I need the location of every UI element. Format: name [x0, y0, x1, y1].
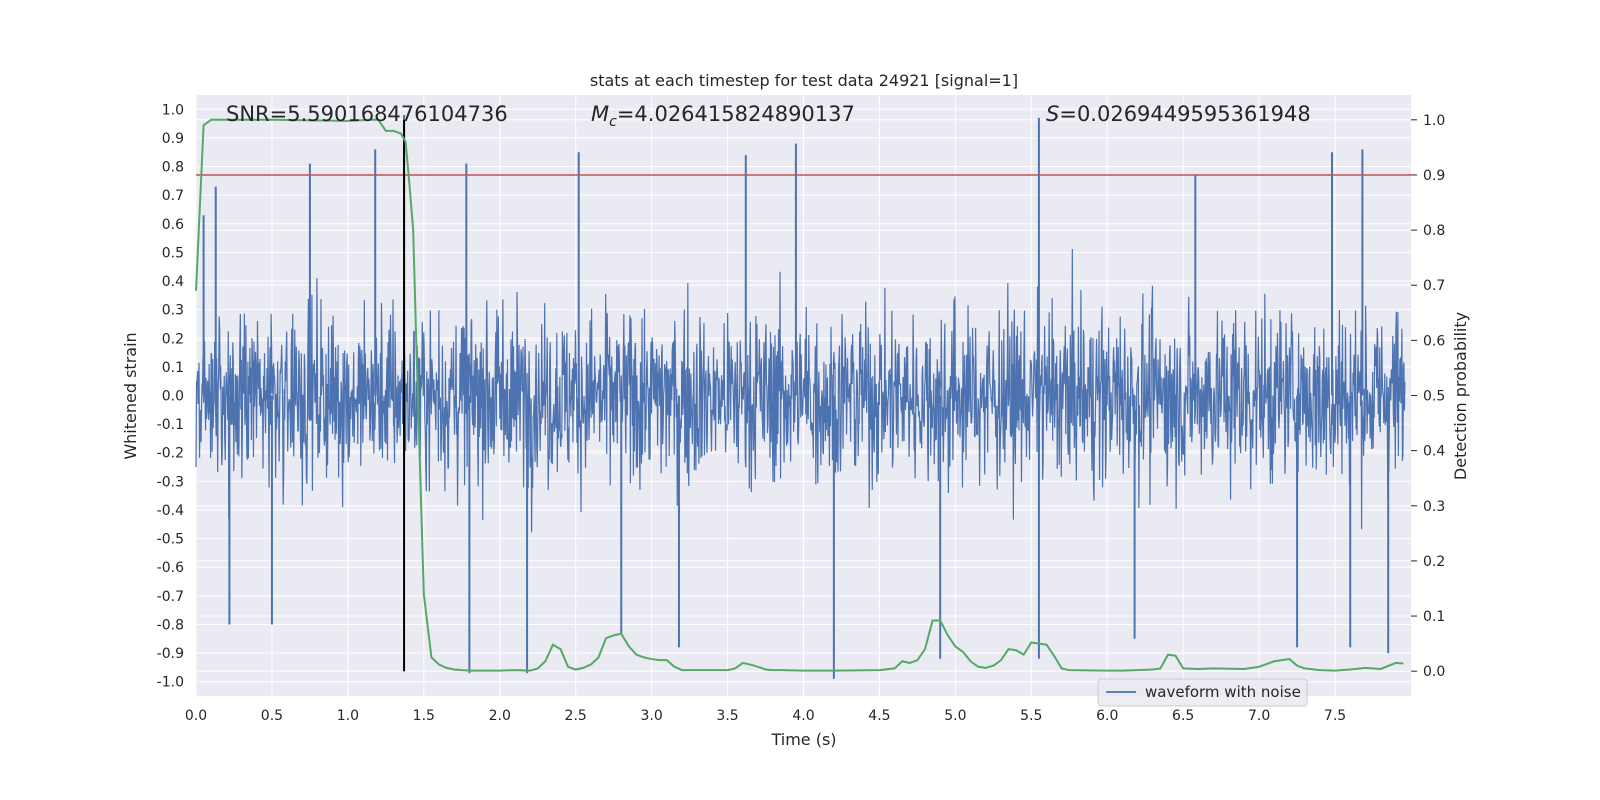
y-axis-left-ticks: 1.0 0.9 0.8 0.7 0.6 0.5 0.4 0.3 0.2 0.1 0.0 -0.1 -0.… [157, 102, 184, 690]
x-tick-label: 4.0 [792, 708, 814, 724]
y-right-tick-label: 0.9 [1423, 168, 1445, 184]
legend: waveform with noise [1097, 678, 1308, 707]
x-tick-label: 2.0 [489, 708, 511, 724]
y-left-tick-label: 0.1 [162, 360, 184, 376]
y-right-tick-label: 0.0 [1423, 664, 1445, 680]
waveform-line [195, 249, 1406, 533]
y-right-tick-label: 0.3 [1423, 499, 1445, 515]
chirp-mass-annotation: Mc=4.026415824890137 [591, 102, 855, 130]
x-tick-label: 5.0 [944, 708, 966, 724]
x-tick-label: 2.5 [565, 708, 587, 724]
x-tick-label: 6.0 [1096, 708, 1118, 724]
y-left-tick-label: 0.8 [162, 160, 184, 176]
chirp-mass-symbol: M [591, 102, 609, 126]
y-left-tick-label: -0.8 [157, 617, 184, 633]
y-left-tick-label: 0.6 [162, 217, 184, 233]
chirp-mass-subscript: c [609, 114, 617, 130]
legend-box [1097, 678, 1308, 707]
overlay-lines [195, 118, 1411, 672]
detection-probability-line [195, 118, 1404, 672]
y-right-tick-label: 1.0 [1423, 113, 1445, 129]
s-symbol: S [1046, 102, 1059, 126]
y-left-tick-label: 0.4 [162, 274, 184, 290]
y-left-tick-label: 0.7 [162, 188, 184, 204]
y-right-tick-label: 0.4 [1423, 444, 1445, 460]
y-left-tick-label: 0.0 [162, 389, 184, 405]
x-tick-label: 7.5 [1324, 708, 1346, 724]
x-tick-label: 1.0 [337, 708, 359, 724]
x-axis-label: Time (s) [770, 730, 836, 749]
x-tick-label: 0.5 [261, 708, 283, 724]
s-value: =0.0269449595361948 [1059, 102, 1310, 126]
y-axis-right-label: Detection probability [1451, 312, 1470, 480]
y-right-tick-label: 0.8 [1423, 223, 1445, 239]
y-right-tick-label: 0.6 [1423, 333, 1445, 349]
x-tick-label: 7.0 [1248, 708, 1270, 724]
y-left-tick-label: -1.0 [157, 675, 184, 691]
chirp-mass-value: =4.026415824890137 [617, 102, 855, 126]
x-tick-label: 0.0 [185, 708, 207, 724]
y-axis-left-label: Whitened strain [121, 332, 140, 459]
y-left-tick-label: -0.4 [157, 503, 184, 519]
y-left-tick-label: -0.9 [157, 646, 184, 662]
snr-annotation: SNR=5.590168476104736 [226, 102, 508, 126]
x-tick-label: 3.5 [716, 708, 738, 724]
x-tick-label: 3.0 [640, 708, 662, 724]
y-right-tick-label: 0.1 [1423, 609, 1445, 625]
y-right-tick-label: 0.2 [1423, 554, 1445, 570]
x-tick-label: 5.5 [1020, 708, 1042, 724]
x-tick-label: 1.5 [413, 708, 435, 724]
legend-label: waveform with noise [1145, 683, 1301, 701]
s-annotation: S=0.0269449595361948 [1046, 102, 1311, 126]
y-left-tick-label: 1.0 [162, 102, 184, 118]
y-left-tick-label: 0.9 [162, 131, 184, 147]
x-axis-ticks: 0.0 0.5 1.0 1.5 2.0 2.5 3.0 3.5 4.0 4.5 5.0 5.5 6.0 6… [185, 708, 1346, 724]
y-left-tick-label: -0.2 [157, 446, 184, 462]
y-left-tick-label: 0.2 [162, 331, 184, 347]
y-left-tick-label: -0.1 [157, 417, 184, 433]
y-left-tick-label: 0.3 [162, 303, 184, 319]
x-tick-label: 4.5 [868, 708, 890, 724]
x-tick-label: 6.5 [1172, 708, 1194, 724]
y-left-tick-label: 0.5 [162, 245, 184, 261]
y-left-tick-label: -0.3 [157, 474, 184, 490]
chart-title: stats at each timestep for test data 249… [590, 71, 1018, 90]
y-left-tick-label: -0.5 [157, 532, 184, 548]
y-axis-right-ticks: 1.0 0.9 0.8 0.7 0.6 0.5 0.4 0.3 0.2 0.1 0.0 [1411, 113, 1445, 680]
y-right-tick-label: 0.7 [1423, 278, 1445, 294]
y-left-tick-label: -0.6 [157, 560, 184, 576]
y-left-tick-label: -0.7 [157, 589, 184, 605]
y-right-tick-label: 0.5 [1423, 389, 1445, 405]
